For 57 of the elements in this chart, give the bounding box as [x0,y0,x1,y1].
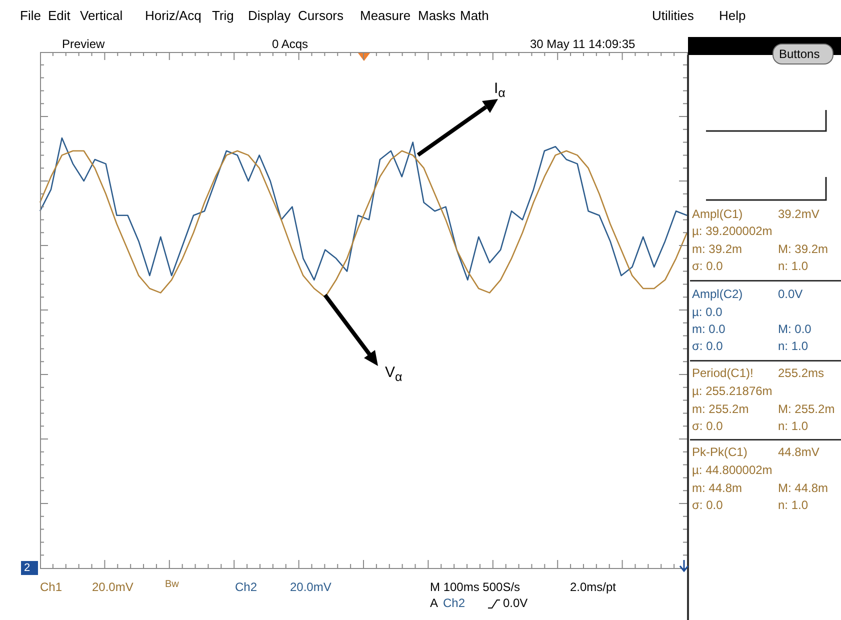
text: n: 1.0 [778,419,808,433]
text: µ: 44.800002m [692,463,772,477]
text: m: 255.2m [692,402,749,416]
text: Preview [62,37,105,51]
text: Utilities [652,8,694,23]
text: M: 44.8m [778,481,828,495]
text: Pk-Pk(C1) [692,445,748,459]
text: Trig [212,8,234,23]
text: 20.0mV [290,580,332,594]
text: M 100ms 500S/s [430,580,520,594]
text: σ: 0.0 [692,419,723,433]
text: 0 Acqs [272,37,308,51]
text: Period(C1)! [692,366,754,380]
text: 20.0mV [92,580,134,594]
text: Measure [360,8,411,23]
text: 44.8mV [778,445,820,459]
annotation: V$_{α}$ [385,364,402,384]
text: m: 39.2m [692,242,742,256]
text: 30 May 11 14:09:35 [530,37,636,51]
text: σ: 0.0 [692,339,723,353]
text: 2.0ms/pt [570,580,616,594]
text: 255.2ms [778,366,824,380]
text: n: 1.0 [778,339,808,353]
text: File [20,8,41,23]
text: 2 [24,561,30,575]
text: M: 0.0 [778,322,812,336]
text: Cursors [298,8,344,23]
text: 0.0V [778,287,803,301]
text: Ch1 [40,580,62,594]
text: µ: 0.0 [692,305,722,319]
text: Help [719,8,746,23]
text: µ: 255.21876m [692,384,772,398]
text: I$_{α}$ [494,80,506,100]
text: Ch2 [235,580,258,594]
text: Display [248,8,291,23]
text: m: 44.8m [692,481,742,495]
text: A [430,596,438,610]
text: Ampl(C1) [692,207,743,221]
text: m: 0.0 [692,322,726,336]
text: Vertical [80,8,123,23]
text: Masks [418,8,456,23]
text: M: 39.2m [778,242,828,256]
text: Math [460,8,489,23]
text: Ch2 [443,596,466,610]
text: 39.2mV [778,207,820,221]
text: σ: 0.0 [692,259,723,273]
text: n: 1.0 [778,498,808,512]
text: Horiz/Acq [145,8,202,23]
text: µ: 39.200002m [692,224,772,238]
text: Ampl(C2) [692,287,743,301]
text: n: 1.0 [778,259,808,273]
text: Edit [48,8,70,23]
text: Buttons [779,47,820,61]
text: Bw [165,578,179,592]
text: 0.0V [503,596,528,610]
text: σ: 0.0 [692,498,723,512]
text: M: 255.2m [778,402,835,416]
